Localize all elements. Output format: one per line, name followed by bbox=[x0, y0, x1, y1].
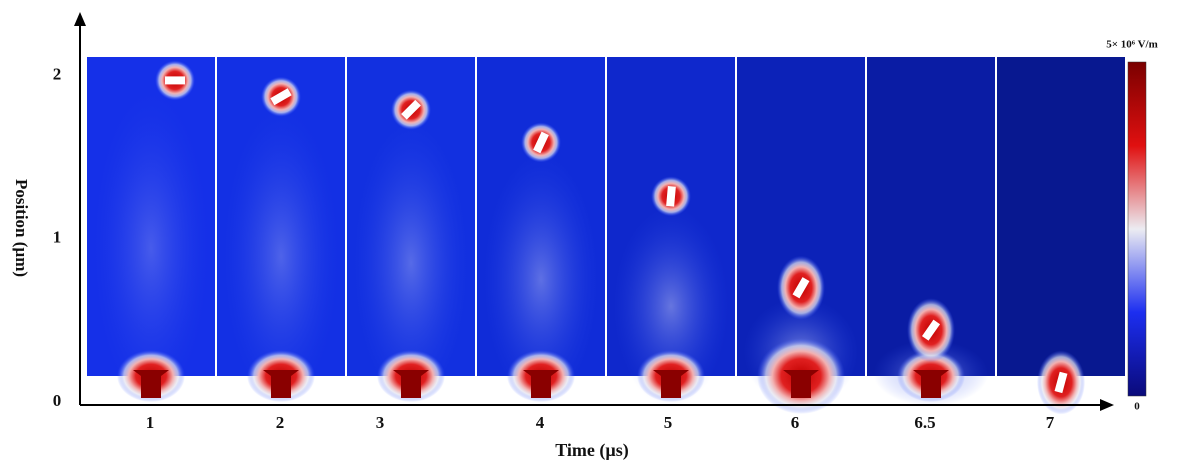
particle bbox=[1037, 350, 1085, 415]
particle bbox=[907, 298, 955, 363]
particle bbox=[391, 89, 431, 130]
field-haze bbox=[483, 152, 599, 406]
colorbar bbox=[1127, 61, 1147, 397]
frame bbox=[87, 57, 215, 406]
particle-body bbox=[533, 131, 549, 154]
panels bbox=[87, 57, 1125, 415]
colorbar-max-label: 5× 10⁶ V/m bbox=[1106, 39, 1158, 51]
y-tick-label: 1 bbox=[53, 228, 62, 247]
electrode bbox=[913, 370, 949, 398]
y-axis-label: Position (µm) bbox=[12, 179, 31, 277]
particle bbox=[261, 76, 301, 117]
frame bbox=[997, 57, 1125, 415]
y-tick-label: 2 bbox=[53, 64, 62, 83]
colorbar-min-label: 0 bbox=[1134, 401, 1140, 413]
x-tick-label: 2 bbox=[276, 413, 285, 432]
frame-background bbox=[997, 57, 1125, 376]
electrode bbox=[523, 370, 559, 398]
particle-body bbox=[165, 76, 185, 85]
frame bbox=[347, 57, 475, 406]
x-tick-label: 4 bbox=[536, 413, 545, 432]
particle bbox=[521, 122, 561, 163]
y-tick-label: 0 bbox=[53, 391, 62, 410]
frame bbox=[867, 57, 995, 407]
electrode bbox=[133, 370, 169, 398]
x-tick-label: 6 bbox=[791, 413, 800, 432]
electrode bbox=[783, 370, 819, 398]
field-haze bbox=[93, 90, 209, 406]
x-arrow bbox=[1100, 399, 1114, 411]
field-haze bbox=[613, 206, 729, 406]
frame bbox=[737, 57, 865, 414]
field-haze bbox=[223, 106, 339, 406]
x-axis-label: Time (µs) bbox=[555, 440, 629, 461]
x-tick-label: 6.5 bbox=[914, 413, 935, 432]
particle-body bbox=[1054, 371, 1068, 394]
particle-body bbox=[921, 319, 941, 341]
x-tick-label: 3 bbox=[376, 413, 385, 432]
electrode bbox=[393, 370, 429, 398]
frame bbox=[607, 57, 735, 406]
electrode bbox=[263, 370, 299, 398]
particle-body bbox=[666, 185, 676, 207]
electrode bbox=[653, 370, 689, 398]
particle bbox=[155, 60, 195, 101]
x-tick-label: 5 bbox=[664, 413, 673, 432]
particle-body bbox=[401, 99, 421, 120]
frame bbox=[217, 57, 345, 406]
field-haze bbox=[353, 119, 469, 406]
y-arrow bbox=[74, 12, 86, 26]
frame bbox=[477, 57, 605, 406]
x-tick-label: 7 bbox=[1046, 413, 1055, 432]
particle bbox=[777, 255, 825, 320]
particle-body bbox=[792, 277, 810, 299]
particle-body bbox=[270, 88, 292, 106]
particle bbox=[651, 176, 691, 217]
x-tick-label: 1 bbox=[146, 413, 155, 432]
